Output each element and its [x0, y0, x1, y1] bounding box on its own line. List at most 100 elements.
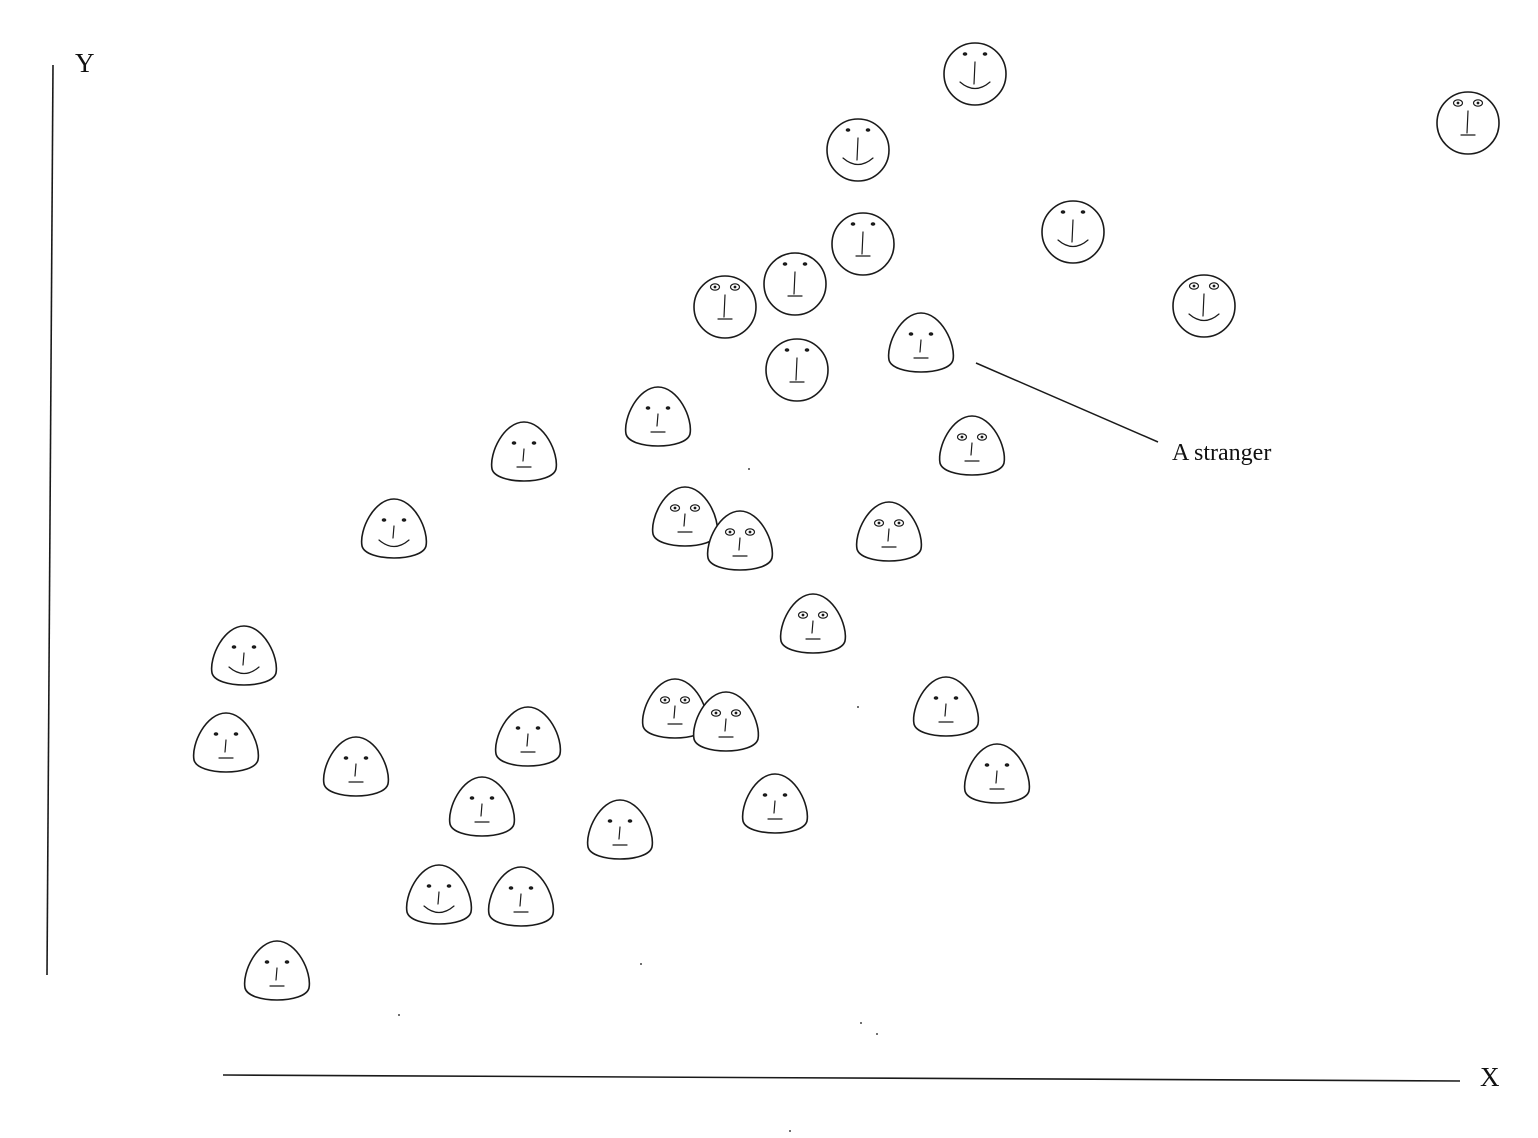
face-pupil: [1456, 101, 1460, 105]
face-pupil: [1476, 101, 1480, 105]
face-eye: [401, 518, 407, 522]
face-eye: [515, 726, 521, 730]
face-eye: [845, 128, 851, 132]
face-pupil: [801, 613, 805, 617]
face-pupil: [821, 613, 825, 617]
face-nose: [242, 652, 245, 666]
face-pupil: [693, 506, 697, 510]
face-marker: [763, 252, 827, 316]
face-eye: [426, 884, 432, 888]
y-axis-line: [46, 64, 54, 976]
face-marker: [765, 338, 829, 402]
face-eye: [762, 793, 768, 797]
face-eye: [865, 128, 871, 132]
face-eye: [928, 332, 934, 336]
x-axis-label: X: [1480, 1062, 1500, 1092]
face-eye: [535, 726, 541, 730]
face-marker: [624, 386, 692, 447]
face-eye: [850, 222, 856, 226]
face-nose: [793, 271, 796, 295]
face-pupil: [980, 435, 984, 439]
face-nose: [519, 893, 522, 907]
face-marker: [887, 312, 955, 373]
face-pupil: [733, 285, 737, 289]
face-eye: [953, 696, 959, 700]
face-mouth: [423, 905, 455, 914]
face-nose: [437, 891, 440, 905]
face-mouth: [959, 81, 991, 90]
face-eye: [531, 441, 537, 445]
scan-speckles: [398, 468, 878, 1132]
face-pupil: [897, 521, 901, 525]
face-nose: [811, 620, 814, 634]
face-mouth: [228, 666, 260, 675]
face-marker: [651, 486, 719, 547]
face-eye: [1004, 763, 1010, 767]
face-eye: [962, 52, 968, 56]
face-marker: [963, 743, 1031, 804]
face-marker: [641, 678, 709, 739]
face-marker: [405, 864, 473, 925]
face-nose: [224, 739, 227, 753]
face-eye: [264, 960, 270, 964]
face-eye: [933, 696, 939, 700]
y-axis-label: Y: [75, 48, 95, 78]
face-eye: [343, 756, 349, 760]
face-eye: [982, 52, 988, 56]
face-pupil: [663, 698, 667, 702]
face-nose: [1466, 110, 1469, 134]
face-marker: [360, 498, 428, 559]
face-marker: [490, 421, 558, 482]
face-marker: [826, 118, 890, 182]
face-markers: [192, 42, 1500, 1001]
face-pupil: [748, 530, 752, 534]
face-nose: [944, 703, 947, 717]
face-pupil: [683, 698, 687, 702]
face-mouth: [842, 157, 874, 166]
face-marker: [779, 593, 847, 654]
face-marker: [192, 712, 260, 773]
face-eye: [645, 406, 651, 410]
face-eye: [213, 732, 219, 736]
face-nose: [526, 733, 529, 747]
face-marker: [448, 776, 516, 837]
face-marker: [831, 212, 895, 276]
face-nose: [683, 513, 686, 527]
face-nose: [724, 718, 727, 732]
face-nose: [738, 537, 741, 551]
face-eye: [469, 796, 475, 800]
face-nose: [522, 448, 525, 462]
face-eye: [782, 262, 788, 266]
face-pupil: [1192, 284, 1196, 288]
face-marker: [243, 940, 311, 1001]
face-nose: [773, 800, 776, 814]
face-eye: [363, 756, 369, 760]
face-marker: [938, 415, 1006, 476]
face-eye: [665, 406, 671, 410]
face-eye: [251, 645, 257, 649]
face-pupil: [713, 285, 717, 289]
face-nose: [995, 770, 998, 784]
face-eye: [233, 732, 239, 736]
face-eye: [802, 262, 808, 266]
face-nose: [656, 413, 659, 427]
face-nose: [1202, 293, 1205, 317]
face-marker: [1436, 91, 1500, 155]
face-mouth: [1188, 313, 1220, 322]
face-eye: [381, 518, 387, 522]
face-eye: [804, 348, 810, 352]
face-eye: [984, 763, 990, 767]
face-nose: [970, 442, 973, 456]
face-marker: [1041, 200, 1105, 264]
face-marker: [912, 676, 980, 737]
face-nose: [354, 763, 357, 777]
face-nose: [856, 137, 859, 161]
face-eye: [1080, 210, 1086, 214]
face-mouth: [378, 539, 410, 548]
face-mouth: [1057, 239, 1089, 248]
face-nose: [795, 357, 798, 381]
face-eye: [284, 960, 290, 964]
face-eye: [607, 819, 613, 823]
face-nose: [723, 294, 726, 318]
